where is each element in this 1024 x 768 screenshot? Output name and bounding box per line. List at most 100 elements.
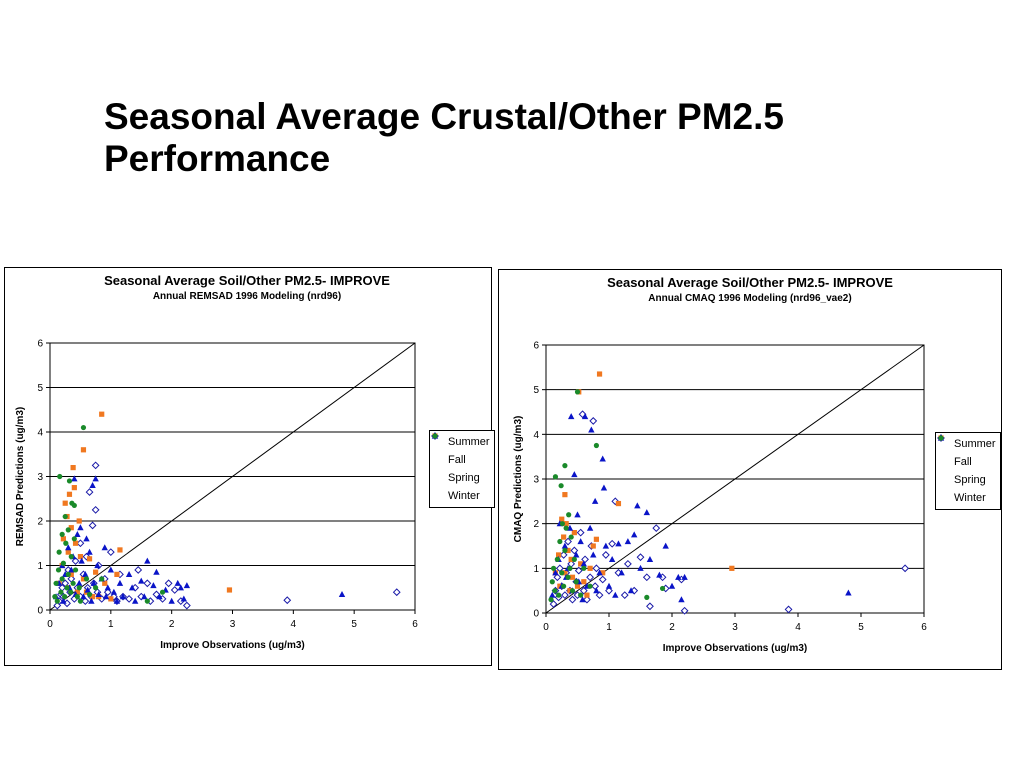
remsad-winter-point xyxy=(76,585,82,591)
remsad-y-tick-label: 2 xyxy=(37,517,43,528)
cmaq-spring-point xyxy=(596,569,603,576)
remsad-winter-point xyxy=(58,589,64,595)
slide-title: Seasonal Average Crustal/Other PM2.5 Per… xyxy=(104,96,924,180)
remsad-winter-point xyxy=(66,478,73,484)
remsad-summer-point xyxy=(85,488,94,496)
remsad-winter-point xyxy=(99,576,105,582)
cmaq-spring-point xyxy=(568,413,575,420)
remsad-spring-point xyxy=(80,593,87,600)
legend-item-winter: Winter xyxy=(938,435,996,507)
remsad-fall-point xyxy=(76,518,82,524)
cmaq-spring-point xyxy=(552,569,559,576)
cmaq-y-tick-label: 3 xyxy=(533,475,539,486)
cmaq-y-tick-label: 4 xyxy=(533,430,539,441)
remsad-spring-point xyxy=(144,557,151,564)
cmaq-spring-point xyxy=(580,560,587,567)
cmaq-summer-point xyxy=(605,586,613,595)
cmaq-x-axis-label: Improve Observations (ug/m3) xyxy=(663,643,807,654)
cmaq-summer-point xyxy=(784,605,793,614)
remsad-winter-point xyxy=(56,549,62,555)
remsad-winter-point xyxy=(159,589,166,595)
legend-label-fall: Fall xyxy=(954,456,972,468)
remsad-summer-point xyxy=(125,594,133,603)
legend-label-summer: Summer xyxy=(954,438,996,450)
remsad-spring-point xyxy=(71,475,78,482)
remsad-spring-point xyxy=(76,579,83,586)
cmaq-spring-point xyxy=(681,573,688,580)
cmaq-summer-point xyxy=(560,591,569,600)
cmaq-summer-point xyxy=(601,551,610,559)
cmaq-summer-point xyxy=(578,410,587,419)
cmaq-winter-point xyxy=(563,525,569,531)
remsad-winter-point xyxy=(70,580,76,586)
remsad-spring-point xyxy=(89,482,96,488)
cmaq-y-axis-label: CMAQ Predictions (ug/m3) xyxy=(513,416,524,543)
remsad-summer-point xyxy=(91,505,100,514)
cmaq-x-tick-label: 6 xyxy=(921,622,927,633)
cmaq-summer-point xyxy=(595,591,604,600)
cmaq-summer-point xyxy=(608,539,617,548)
remsad-winter-point xyxy=(68,554,74,560)
remsad-winter-point xyxy=(86,591,93,598)
cmaq-series-spring xyxy=(549,413,852,603)
cmaq-winter-point xyxy=(562,547,568,554)
cmaq-spring-point xyxy=(643,509,650,516)
cmaq-spring-point xyxy=(678,596,685,603)
cmaq-winter-point xyxy=(556,592,562,598)
remsad-fall-point xyxy=(102,580,108,586)
cmaq-y-tick-label: 5 xyxy=(533,385,539,396)
cmaq-winter-point xyxy=(566,512,572,518)
cmaq-winter-point xyxy=(578,592,584,598)
legend-item-fall: Fall xyxy=(432,433,490,469)
remsad-fall-point xyxy=(226,587,233,593)
remsad-spring-point xyxy=(125,571,133,577)
cmaq-one-to-one-line xyxy=(545,344,925,614)
cmaq-winter-point xyxy=(561,583,567,589)
cmaq-winter-point xyxy=(552,474,559,480)
cmaq-spring-point xyxy=(612,591,619,598)
remsad-spring-point xyxy=(153,568,160,575)
cmaq-fall-point xyxy=(559,516,565,522)
cmaq-winter-point xyxy=(659,585,666,592)
remsad-fall-point xyxy=(60,536,66,542)
cmaq-fall-point xyxy=(578,561,584,567)
remsad-spring-point xyxy=(174,579,181,586)
remsad-spring-point xyxy=(141,593,148,600)
remsad-spring-point xyxy=(101,544,108,551)
remsad-summer-point xyxy=(76,539,85,548)
remsad-spring-point xyxy=(65,544,72,551)
cmaq-spring-point xyxy=(593,587,600,594)
remsad-spring-point xyxy=(177,584,184,591)
remsad-fall-point xyxy=(108,596,114,602)
remsad-winter-point xyxy=(65,527,71,533)
cmaq-fall-point xyxy=(615,500,622,507)
cmaq-summer-point xyxy=(620,591,629,600)
cmaq-fall-point xyxy=(562,492,568,498)
cmaq-summer-point xyxy=(549,600,558,608)
cmaq-spring-point xyxy=(588,426,595,433)
remsad-spring-point xyxy=(95,591,102,598)
remsad-winter-point xyxy=(59,576,65,582)
remsad-winter-point xyxy=(64,585,70,591)
cmaq-chart-subtitle: Annual CMAQ 1996 Modeling (nrd96_vae2) xyxy=(648,293,851,304)
remsad-legend: Summer Fall Spring Winter xyxy=(429,430,495,508)
remsad-summer-point xyxy=(88,521,97,530)
cmaq-spring-point xyxy=(615,540,622,547)
remsad-winter-point xyxy=(55,567,62,573)
remsad-fall-point xyxy=(66,491,73,497)
cmaq-spring-point xyxy=(581,413,589,420)
remsad-spring-point xyxy=(90,579,97,586)
cmaq-winter-point xyxy=(548,597,554,603)
cmaq-summer-point xyxy=(568,595,577,604)
remsad-summer-point xyxy=(164,579,173,588)
remsad-summer-point xyxy=(170,586,179,594)
remsad-fall-point xyxy=(80,447,87,453)
legend-label-winter: Winter xyxy=(448,490,480,502)
cmaq-summer-point xyxy=(636,553,645,562)
remsad-spring-point xyxy=(150,582,157,589)
remsad-summer-point xyxy=(392,588,401,597)
remsad-fall-point xyxy=(71,485,77,491)
cmaq-summer-point xyxy=(559,551,568,559)
remsad-y-tick-label: 1 xyxy=(37,561,43,572)
slide-title-line1: Seasonal Average Crustal/Other PM2.5 xyxy=(104,96,784,137)
